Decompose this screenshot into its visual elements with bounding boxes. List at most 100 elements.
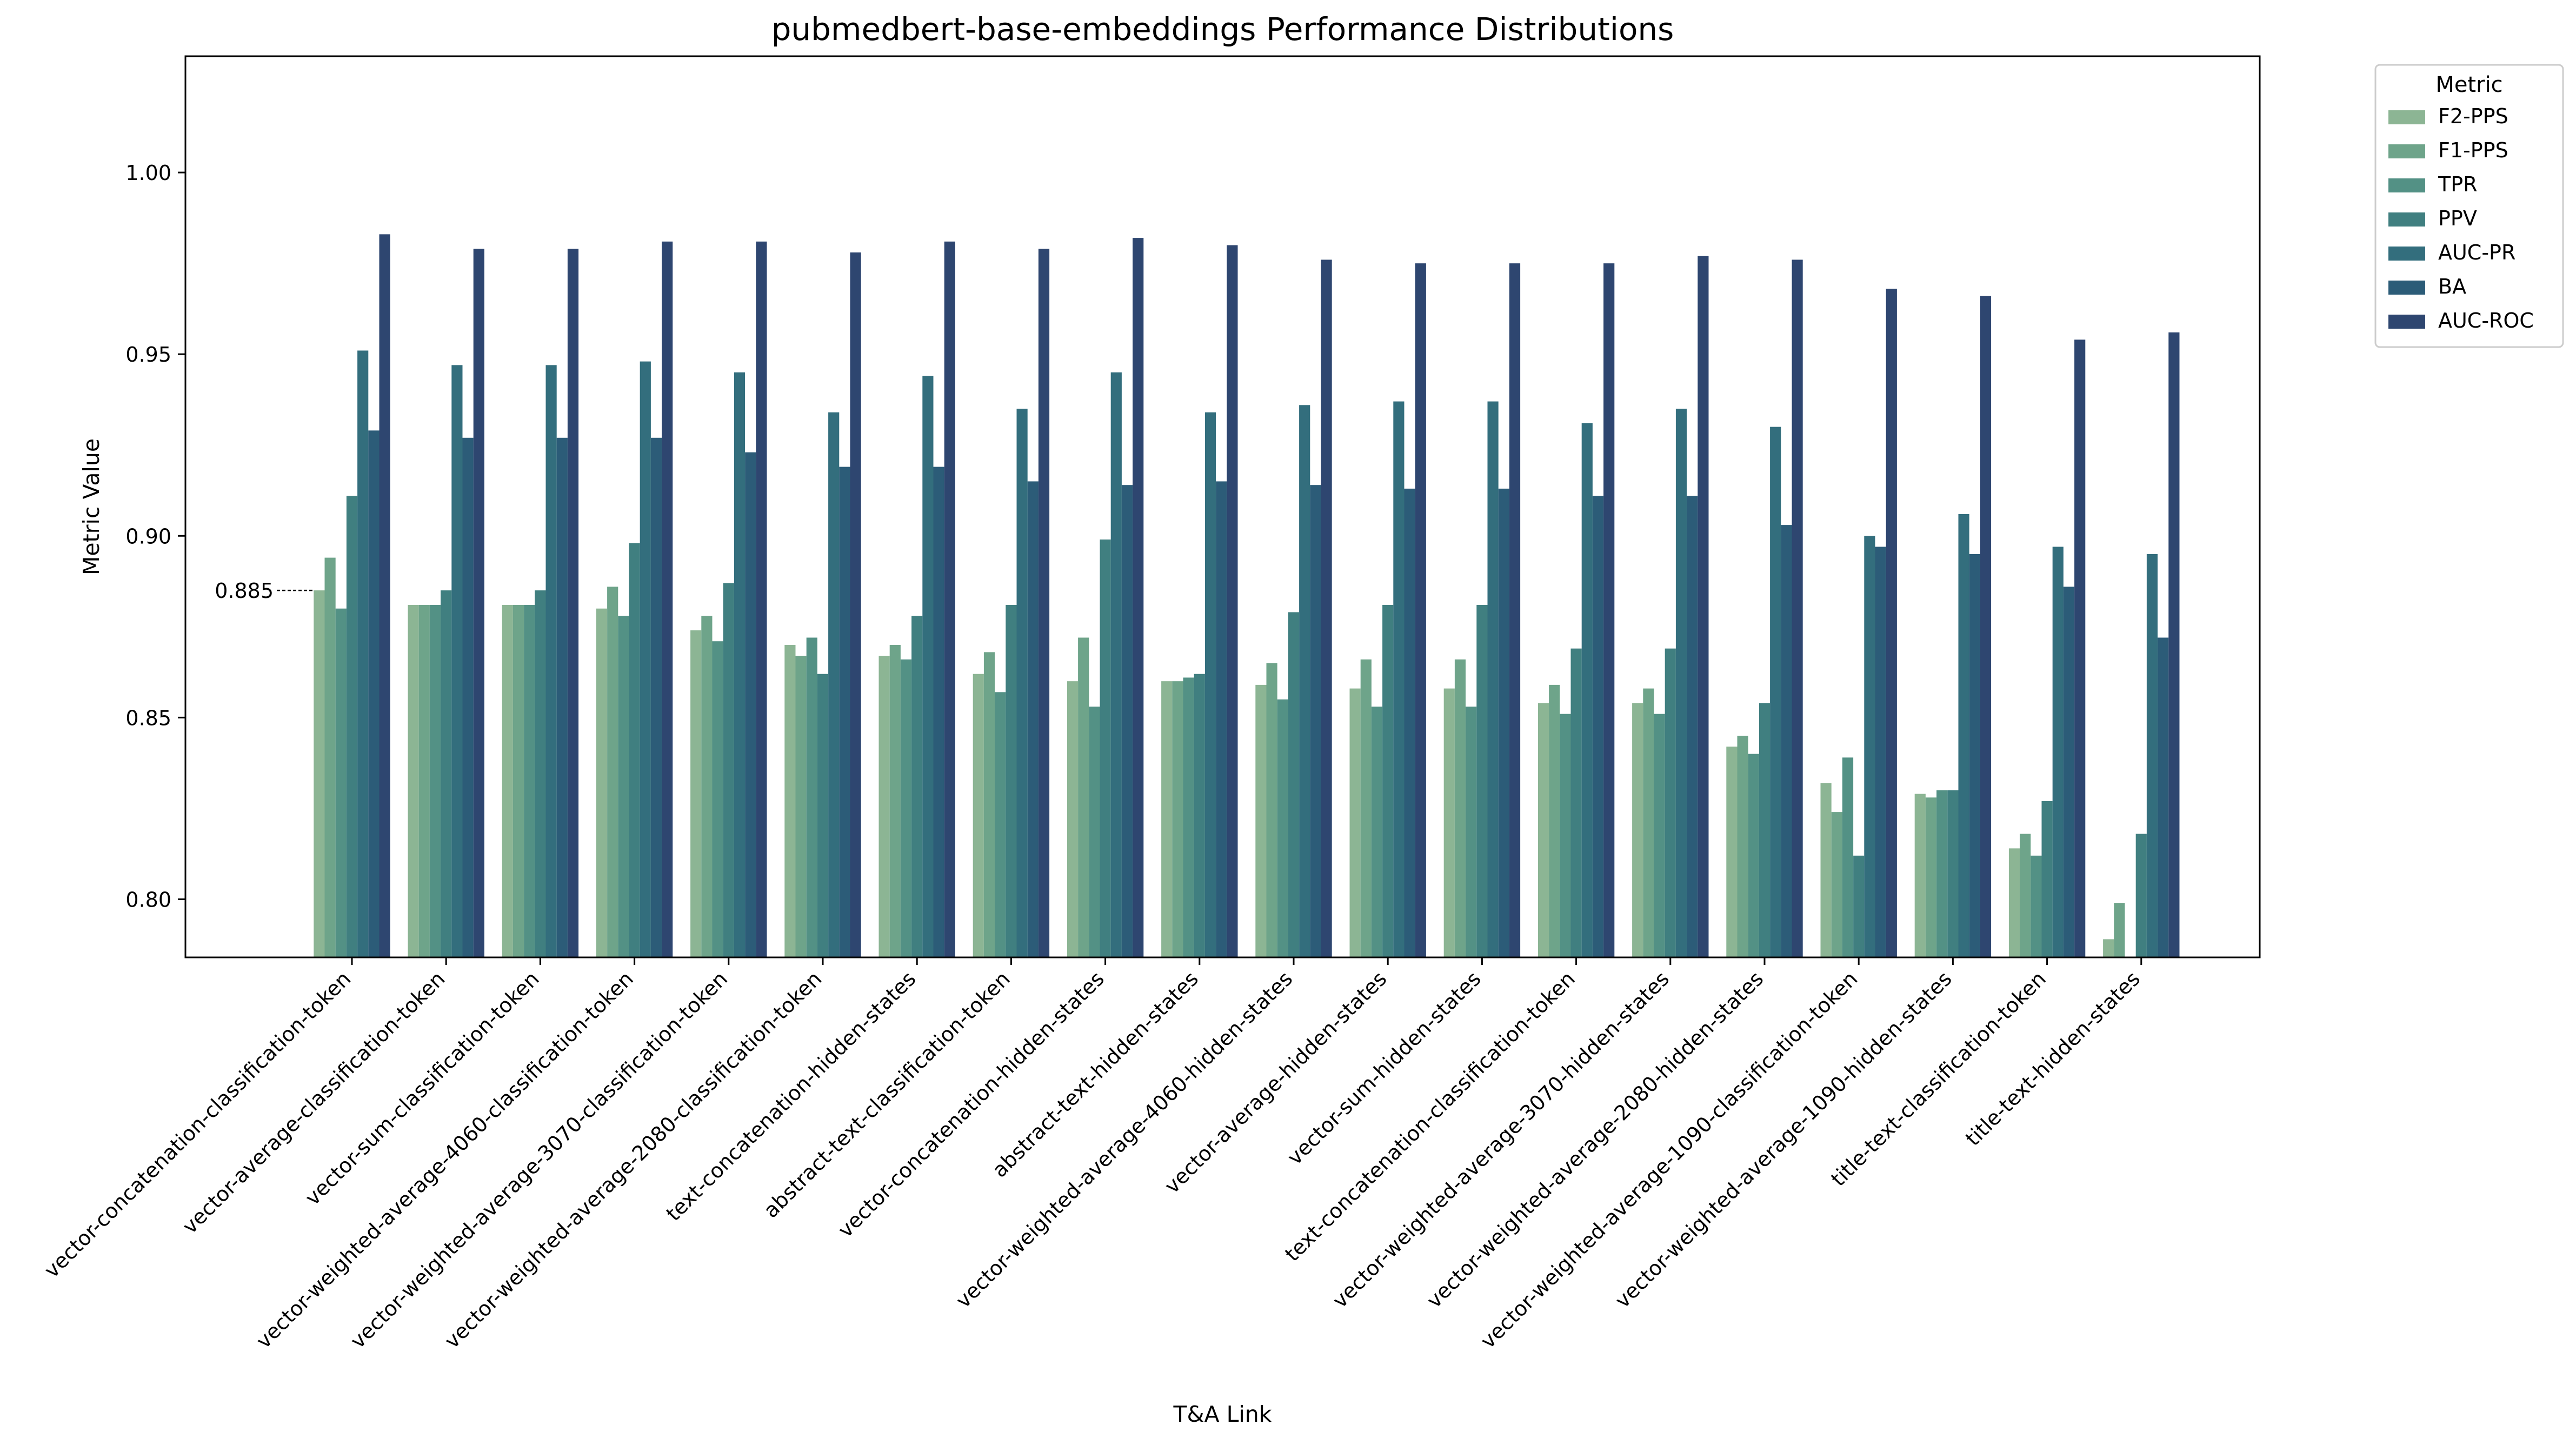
legend-title: Metric [2435, 72, 2502, 97]
bar-ba-5 [745, 452, 756, 957]
bar-f2-pps-12 [1349, 688, 1361, 957]
legend-swatch-f1-pps [2388, 144, 2425, 158]
bar-ba-1 [368, 430, 380, 957]
bar-auc-roc-7 [944, 241, 955, 957]
bar-auc-pr-13 [1487, 401, 1499, 957]
bar-f2-pps-10 [1161, 681, 1173, 957]
bar-auc-pr-8 [1016, 409, 1028, 957]
legend-swatch-auc-pr [2388, 247, 2425, 261]
chart-title: pubmedbert-base-embeddings Performance D… [771, 11, 1674, 48]
bar-ba-4 [650, 437, 662, 957]
bar-ppv-7 [911, 616, 923, 957]
bar-ba-9 [1121, 485, 1133, 957]
y-axis-label: Metric Value [78, 438, 104, 575]
bar-f2-pps-14 [1537, 703, 1549, 957]
bar-auc-roc-12 [1415, 263, 1426, 957]
bar-auc-pr-4 [640, 361, 651, 957]
bar-ppv-3 [535, 590, 546, 957]
bar-tpr-18 [1936, 790, 1948, 957]
legend-swatch-f2-pps [2388, 110, 2425, 124]
bar-ba-11 [1310, 485, 1321, 957]
legend-label-tpr: TPR [2438, 172, 2478, 196]
bar-ba-14 [1592, 496, 1604, 957]
bar-tpr-11 [1277, 699, 1288, 957]
bar-tpr-12 [1371, 707, 1383, 957]
bar-f1-pps-3 [512, 604, 524, 957]
bar-f1-pps-17 [1831, 812, 1842, 957]
bar-f1-pps-9 [1078, 637, 1089, 957]
bar-f1-pps-8 [983, 652, 995, 957]
bar-ba-16 [1781, 525, 1792, 957]
bar-auc-pr-1 [357, 350, 369, 958]
bar-ppv-16 [1759, 703, 1770, 957]
legend: Metric F2-PPS F1-PPS TPR PPV AUC-PR BA AUC-ROC [2374, 64, 2564, 348]
bar-tpr-6 [806, 637, 817, 957]
bar-f1-pps-2 [418, 604, 430, 957]
bar-tpr-2 [429, 604, 441, 957]
y-tick-label: 0.85 [125, 706, 171, 730]
bar-ba-17 [1875, 547, 1886, 957]
bar-auc-roc-17 [1886, 289, 1897, 958]
bar-ba-15 [1687, 496, 1698, 957]
bar-auc-pr-12 [1393, 401, 1405, 957]
bar-auc-roc-15 [1698, 256, 1709, 958]
bar-auc-roc-4 [662, 241, 673, 957]
bar-ppv-6 [817, 674, 829, 957]
bar-f1-pps-11 [1266, 663, 1277, 957]
bar-ppv-11 [1288, 612, 1300, 957]
bar-tpr-10 [1183, 677, 1194, 957]
bar-ba-20 [2158, 637, 2169, 957]
bar-f1-pps-20 [2114, 903, 2125, 957]
bar-auc-pr-14 [1581, 423, 1593, 957]
legend-label-f2-pps: F2-PPS [2438, 104, 2508, 128]
bar-ppv-8 [1006, 604, 1017, 957]
bar-f2-pps-19 [2008, 848, 2020, 957]
bar-auc-pr-7 [922, 376, 934, 957]
bar-f2-pps-16 [1726, 747, 1738, 957]
bar-auc-roc-18 [1980, 296, 1992, 957]
bar-f1-pps-15 [1643, 688, 1654, 957]
bar-ba-13 [1498, 488, 1509, 957]
bar-f1-pps-1 [324, 557, 336, 957]
bar-auc-roc-10 [1227, 245, 1238, 957]
legend-label-f1-pps: F1-PPS [2438, 138, 2508, 162]
legend-swatch-ba [2388, 281, 2425, 295]
bar-tpr-1 [335, 608, 347, 957]
bar-f1-pps-16 [1737, 735, 1748, 957]
bar-auc-pr-16 [1770, 427, 1781, 957]
bar-auc-roc-2 [473, 249, 484, 957]
bar-f2-pps-4 [596, 608, 608, 957]
legend-label-auc-roc: AUC-ROC [2438, 309, 2534, 332]
bar-ppv-19 [2041, 801, 2053, 957]
bar-tpr-17 [1842, 757, 1854, 957]
bar-ppv-4 [629, 543, 640, 957]
bar-f1-pps-19 [2020, 834, 2031, 957]
bar-tpr-19 [2031, 855, 2042, 957]
bar-auc-pr-15 [1675, 409, 1687, 957]
bar-f2-pps-9 [1067, 681, 1079, 957]
bar-ppv-1 [346, 496, 358, 957]
bar-auc-pr-19 [2052, 547, 2064, 957]
bar-ba-8 [1027, 481, 1039, 957]
bar-f1-pps-4 [607, 587, 618, 957]
bar-auc-pr-18 [1958, 514, 1969, 957]
bar-f1-pps-7 [889, 644, 901, 957]
bar-auc-roc-6 [850, 252, 861, 958]
bar-auc-roc-16 [1792, 259, 1803, 957]
bar-auc-roc-13 [1509, 263, 1521, 957]
bar-auc-roc-9 [1133, 238, 1144, 958]
plot-area-frame [184, 55, 2261, 958]
bar-tpr-3 [524, 604, 535, 957]
bar-ba-19 [2063, 587, 2075, 957]
bar-f1-pps-5 [701, 616, 713, 957]
bar-auc-pr-3 [545, 365, 557, 957]
bar-f1-pps-18 [1925, 797, 1937, 957]
bar-f2-pps-11 [1255, 684, 1267, 957]
bar-auc-roc-8 [1038, 249, 1050, 957]
bar-f2-pps-3 [502, 604, 513, 957]
bar-auc-roc-11 [1321, 259, 1332, 957]
bar-ba-3 [556, 437, 568, 957]
bar-auc-roc-14 [1603, 263, 1615, 957]
